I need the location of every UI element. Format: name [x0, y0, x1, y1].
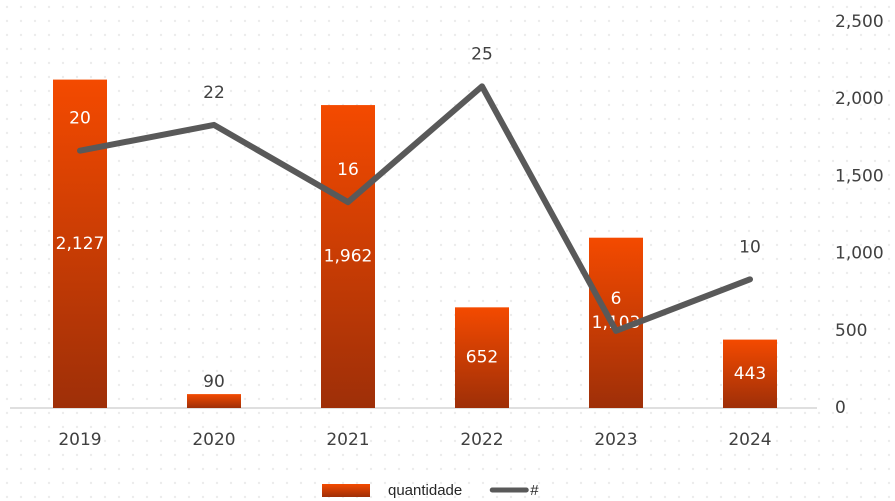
bar-value-label: 652 [466, 348, 498, 368]
line-value-label: 10 [739, 237, 761, 257]
bar [53, 79, 107, 409]
bar-value-label: 1,962 [324, 247, 373, 267]
legend-label: quantidade [388, 482, 462, 499]
x-tick-label: 2019 [58, 430, 101, 450]
bar-value-label: 2,127 [56, 234, 105, 254]
line-value-label: 25 [471, 44, 493, 64]
line-value-label: 22 [203, 83, 225, 103]
line-value-label: 20 [69, 109, 91, 129]
y2-tick-label: 2,000 [835, 89, 884, 109]
bar [723, 339, 777, 408]
legend-swatch [322, 484, 370, 497]
y2-tick-label: 2,500 [835, 12, 884, 32]
x-tick-label: 2022 [460, 430, 503, 450]
line-value-label: 16 [337, 160, 359, 180]
y2-tick-label: 1,500 [835, 166, 884, 186]
y2-tick-label: 1,000 [835, 244, 884, 264]
x-tick-label: 2024 [728, 430, 771, 450]
y2-tick-label: 0 [835, 398, 846, 418]
bar-value-label: 90 [203, 372, 225, 392]
x-tick-label: 2021 [326, 430, 369, 450]
bar [187, 394, 241, 408]
legend-label: # [530, 482, 539, 499]
bar [321, 105, 375, 408]
bar-value-label: 443 [734, 364, 766, 384]
bar [455, 307, 509, 408]
x-tick-label: 2020 [192, 430, 235, 450]
x-tick-label: 2023 [594, 430, 637, 450]
line-value-label: 6 [611, 289, 622, 309]
y2-tick-label: 500 [835, 321, 867, 341]
line [77, 83, 753, 334]
